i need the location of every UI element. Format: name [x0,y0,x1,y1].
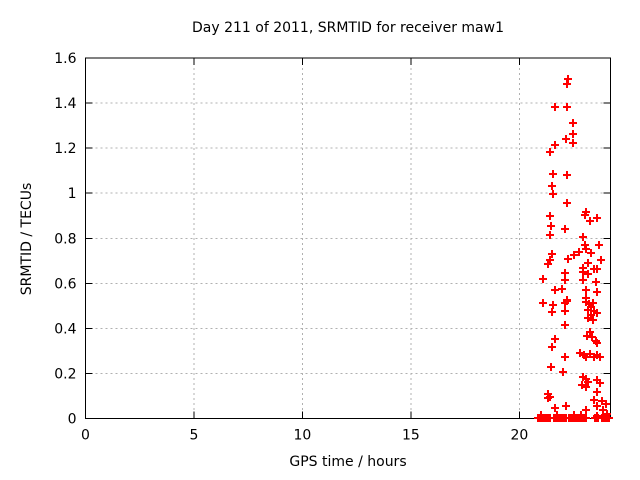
x-tick-label: 15 [402,428,420,444]
x-tick-label: 5 [190,428,199,444]
y-tick-label: 1 [68,186,77,202]
y-tick-label: 0.8 [54,231,76,247]
y-gridlines [85,102,611,374]
y-tick-label: 0.4 [54,321,76,337]
chart-title: Day 211 of 2011, SRMTID for receiver maw… [192,20,504,36]
series-markers [534,75,613,422]
y-tick-label: 0 [68,412,77,428]
axis-ticks [85,57,611,419]
data-points [534,75,613,422]
x-tick-label: 10 [294,428,312,444]
y-tick-label: 1.6 [54,51,76,67]
y-tick-label: 1.2 [54,141,76,157]
x-tick-label: 20 [510,428,528,444]
y-axis-label: SRMTID / TECUs [19,183,35,296]
x-tick-label: 0 [81,428,90,444]
y-tick-label: 1.4 [54,96,76,112]
x-axis-label: GPS time / hours [289,454,406,470]
x-tick-labels: 0 5 10 15 20 [81,428,528,444]
y-tick-label: 0.6 [54,276,76,292]
x-gridlines [193,58,520,419]
y-tick-label: 0.2 [54,366,76,382]
y-tick-labels: 0 0.2 0.4 0.6 0.8 1 1.2 1.4 1.6 [54,51,76,428]
